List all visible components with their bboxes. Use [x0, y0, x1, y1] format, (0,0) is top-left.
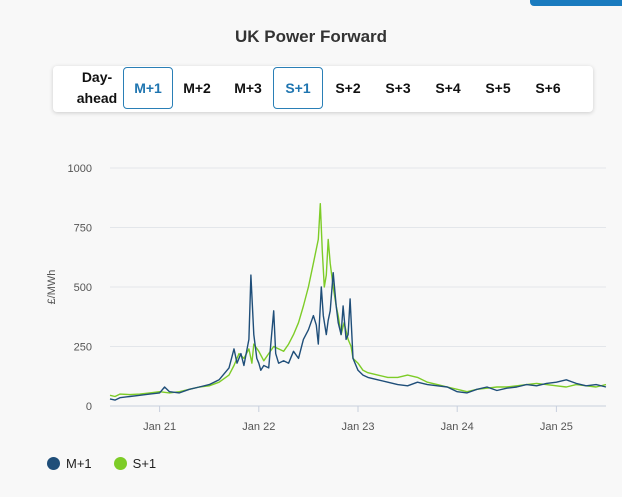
tab-s3[interactable]: S+3	[385, 80, 411, 96]
tab-s2[interactable]: S+2	[335, 80, 361, 96]
tab-s1[interactable]: S+1	[273, 67, 323, 109]
tab-s5[interactable]: S+5	[485, 80, 511, 96]
tab-bar: Day-ahead M+1 M+2 M+3 S+1 S+2 S+3 S+4 S+…	[53, 66, 593, 112]
y-tick-label: 500	[74, 282, 92, 294]
tab-m1[interactable]: M+1	[123, 67, 173, 109]
legend-item-s1[interactable]: S+1	[113, 456, 157, 471]
chart-legend: M+1 S+1	[47, 456, 156, 471]
legend-label-m1: M+1	[66, 456, 92, 471]
series-layer	[109, 203, 607, 401]
legend-label-s1: S+1	[132, 456, 157, 471]
legend-marker-m1	[47, 457, 60, 470]
x-tick-label: Jan 25	[540, 421, 573, 433]
x-tick-label: Jan 24	[441, 421, 474, 433]
y-axis-ticks: 0 250 500 750 1000	[68, 163, 92, 413]
tab-s6[interactable]: S+6	[535, 80, 561, 96]
chart-title: UK Power Forward	[234, 27, 388, 46]
x-axis-ticks: Jan 21 Jan 22 Jan 23 Jan 24 Jan 25	[143, 406, 573, 433]
tab-day-ahead[interactable]: Day-ahead	[76, 69, 118, 106]
tab-s4[interactable]: S+4	[435, 80, 461, 96]
x-tick-label: Jan 22	[242, 421, 275, 433]
header-accent-bar	[530, 0, 622, 6]
x-tick-label: Jan 21	[143, 421, 176, 433]
legend-marker-s1	[113, 457, 127, 470]
x-tick-label: Jan 23	[341, 421, 374, 433]
series-line-m1[interactable]	[109, 271, 607, 401]
tab-m3[interactable]: M+3	[234, 80, 262, 96]
y-tick-label: 750	[74, 223, 92, 235]
legend-item-m1[interactable]: M+1	[47, 456, 92, 471]
tab-m2[interactable]: M+2	[183, 80, 211, 96]
y-tick-label: 0	[86, 401, 92, 413]
y-axis-label: £/MWh	[46, 270, 58, 305]
chart-grid	[110, 167, 606, 407]
series-line-s1[interactable]	[109, 203, 607, 398]
y-tick-label: 1000	[68, 163, 92, 175]
y-tick-label: 250	[74, 342, 92, 354]
